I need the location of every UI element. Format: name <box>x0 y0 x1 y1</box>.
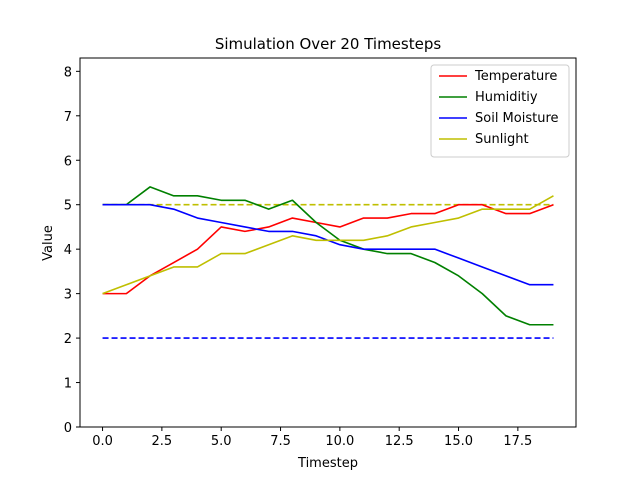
y-tick-label: 4 <box>64 243 72 258</box>
x-tick-label: 2.5 <box>152 434 173 449</box>
y-tick-label: 1 <box>64 377 72 392</box>
x-tick-label: 12.5 <box>385 434 414 449</box>
x-tick-label: 15.0 <box>444 434 473 449</box>
y-tick-label: 7 <box>64 110 72 125</box>
series-line-humiditiy <box>102 186 554 326</box>
x-axis-label: Timestep <box>297 456 358 471</box>
plot-frame <box>79 57 577 428</box>
y-tick-label: 0 <box>64 421 72 436</box>
chart-title: Simulation Over 20 Timesteps <box>215 35 442 53</box>
y-tick-label: 2 <box>64 332 72 347</box>
x-axis: 0.0 2.5 5.0 7.5 10.0 12.5 15.0 17.5 <box>92 427 532 449</box>
x-tick-label: 7.5 <box>270 434 291 449</box>
x-tick-label: 0.0 <box>92 434 113 449</box>
y-tick-label: 8 <box>64 65 72 80</box>
y-tick-label: 6 <box>64 154 72 169</box>
y-tick-label: 5 <box>64 199 72 214</box>
series-line-temperature <box>102 203 554 295</box>
x-tick-label: 5.0 <box>211 434 232 449</box>
series-line-sunlight <box>102 195 554 295</box>
legend: Temperature Humiditiy Soil Moisture Sunligh… <box>430 64 570 158</box>
legend-label-humiditiy: Humiditiy <box>475 90 538 105</box>
x-tick-label: 10.0 <box>325 434 354 449</box>
series-lines <box>102 186 554 326</box>
x-tick-label: 17.5 <box>503 434 532 449</box>
legend-label-soil-moisture: Soil Moisture <box>475 111 559 126</box>
reference-lines <box>102 203 554 339</box>
y-tick-label: 3 <box>64 288 72 303</box>
legend-label-sunlight: Sunlight <box>475 132 529 147</box>
y-axis-label: Value <box>41 225 56 261</box>
legend-label-temperature: Temperature <box>474 69 557 84</box>
y-axis: 0 1 2 3 4 5 6 7 8 <box>64 65 80 436</box>
legend-box <box>430 64 570 158</box>
